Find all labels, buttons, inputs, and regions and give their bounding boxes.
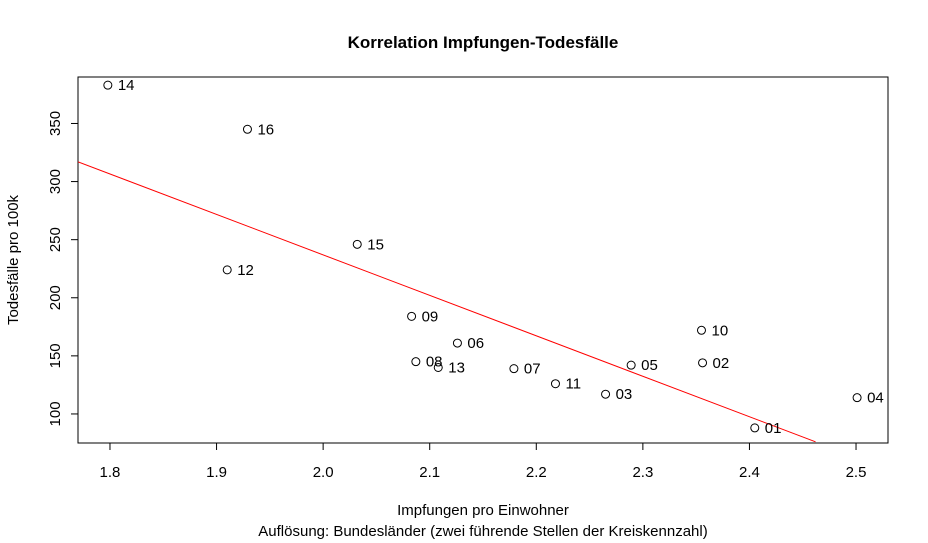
point-label: 12 bbox=[237, 262, 254, 279]
data-point bbox=[698, 358, 708, 368]
point-label: 01 bbox=[765, 420, 782, 437]
point-label: 02 bbox=[713, 355, 730, 372]
point-label: 03 bbox=[616, 386, 633, 403]
data-point bbox=[750, 423, 760, 433]
plot-frame bbox=[77, 76, 889, 444]
y-tick-label: 150 bbox=[47, 343, 64, 368]
y-tick-label: 300 bbox=[47, 169, 64, 194]
x-tick-label: 2.5 bbox=[846, 464, 867, 481]
point-label: 11 bbox=[565, 376, 581, 393]
point-label: 04 bbox=[867, 390, 884, 407]
data-point bbox=[433, 362, 443, 372]
data-point bbox=[103, 80, 113, 90]
x-tick-label: 2.2 bbox=[526, 464, 547, 481]
x-tick-label: 2.3 bbox=[632, 464, 653, 481]
data-point bbox=[550, 379, 560, 389]
point-label: 06 bbox=[467, 335, 484, 352]
regression-line bbox=[78, 161, 816, 443]
y-axis: 100 150 200 250 300 350 bbox=[47, 111, 79, 426]
x-tick-label: 2.1 bbox=[419, 464, 440, 481]
data-points: 01 02 03 04 05 06 07 08 09 10 11 12 13 14 15 16 bbox=[103, 77, 884, 437]
y-tick-label: 350 bbox=[47, 111, 64, 136]
point-label: 08 bbox=[426, 354, 443, 371]
y-tick-label: 250 bbox=[47, 227, 64, 252]
y-tick-label: 100 bbox=[47, 401, 64, 426]
point-label: 05 bbox=[641, 357, 658, 374]
data-point bbox=[509, 364, 519, 374]
point-label: 15 bbox=[367, 236, 384, 253]
data-point bbox=[411, 357, 421, 367]
y-tick-label: 200 bbox=[47, 285, 64, 310]
data-point bbox=[452, 338, 462, 348]
chart-title: Korrelation Impfungen-Todesfälle bbox=[348, 33, 619, 52]
x-tick-label: 2.4 bbox=[739, 464, 760, 481]
data-point bbox=[242, 124, 252, 134]
data-point bbox=[626, 360, 636, 370]
x-axis-subtitle: Auflösung: Bundesländer (zwei führende S… bbox=[258, 523, 707, 540]
data-point bbox=[352, 239, 362, 249]
y-axis-label: Todesfälle pro 100k bbox=[5, 194, 22, 325]
data-point bbox=[601, 389, 611, 399]
point-label: 16 bbox=[257, 121, 274, 138]
data-point bbox=[696, 325, 706, 335]
point-label: 13 bbox=[448, 359, 465, 376]
point-label: 10 bbox=[711, 322, 728, 339]
data-point bbox=[222, 265, 232, 275]
x-tick-label: 2.0 bbox=[313, 464, 334, 481]
x-tick-label: 1.8 bbox=[100, 464, 121, 481]
point-label: 07 bbox=[524, 361, 541, 378]
data-point bbox=[407, 311, 417, 321]
data-point bbox=[852, 393, 862, 403]
x-tick-label: 1.9 bbox=[206, 464, 227, 481]
x-axis: 1.8 1.9 2.0 2.1 2.2 2.3 2.4 2.5 bbox=[100, 442, 867, 481]
x-axis-label: Impfungen pro Einwohner bbox=[397, 502, 569, 519]
point-label: 09 bbox=[422, 308, 439, 325]
point-label: 14 bbox=[118, 77, 135, 94]
